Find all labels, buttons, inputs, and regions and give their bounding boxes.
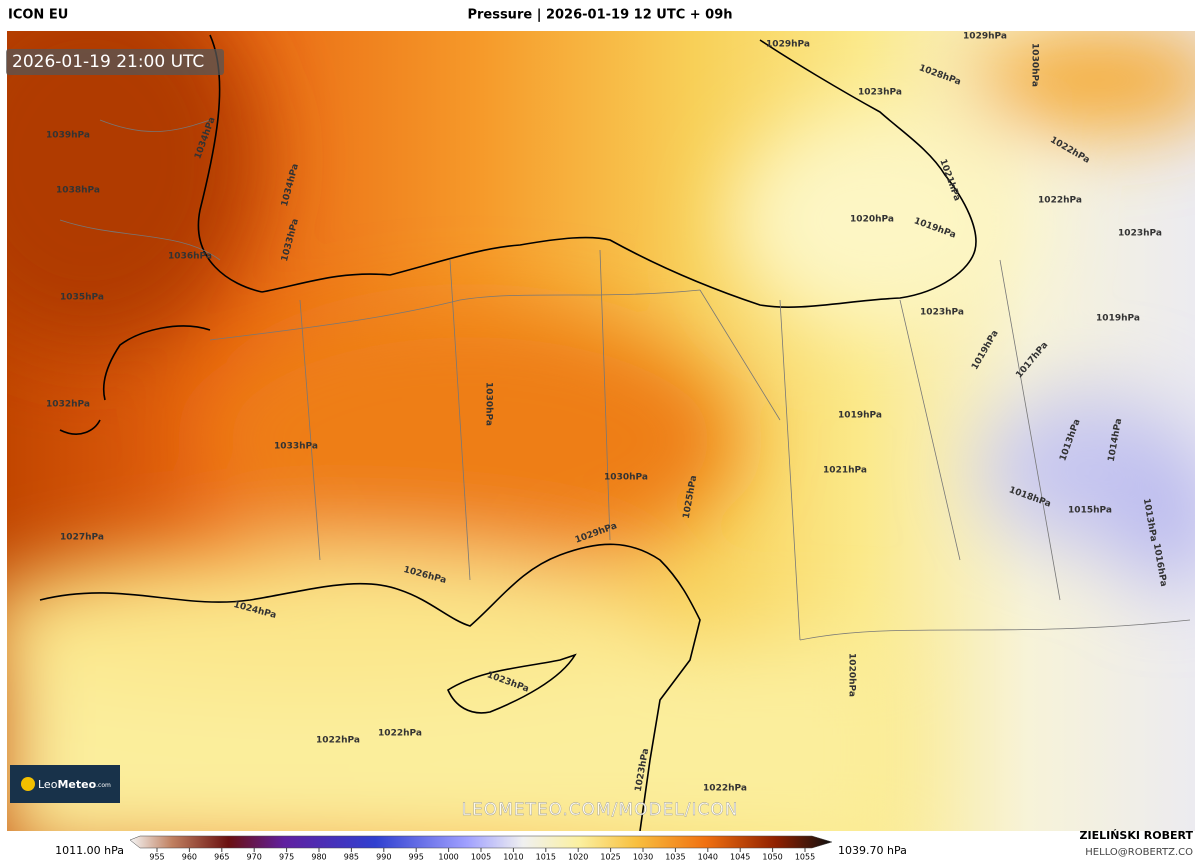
valid-time: 2026-01-19 21:00 UTC (12, 52, 204, 72)
isobar-label: 1029hPa (963, 32, 1007, 42)
isobar-label: 1022hPa (1038, 196, 1082, 206)
time-badge (6, 49, 224, 75)
author: ZIELIŃSKI ROBERT (1080, 829, 1194, 842)
colorbar-tick-label: 955 (149, 853, 164, 862)
colorbar-tick-label: 985 (344, 853, 359, 862)
colorbar-tick-label: 990 (376, 853, 391, 862)
colorbar-tick-label: 1005 (471, 853, 491, 862)
isobar-label: 1036hPa (168, 252, 212, 262)
colorbar-tick-label: 1030 (633, 853, 653, 862)
colorbar-tick-label: 1050 (762, 853, 782, 862)
watermark: LEOMETEO.COM/MODEL/ICON (462, 800, 739, 820)
logo-sun (21, 777, 35, 791)
logo-bold: Meteo (57, 778, 96, 791)
legend-max: 1039.70 hPa (838, 844, 907, 857)
colorbar-tick-label: 1025 (600, 853, 620, 862)
isobar-label: 1027hPa (60, 533, 104, 543)
isobar-label: 1015hPa (1068, 506, 1112, 516)
isobar-label: 1029hPa (766, 40, 810, 50)
colorbar-tick-label: 995 (409, 853, 424, 862)
colorbar-tick-label: 965 (214, 853, 229, 862)
colorbar-tick-label: 980 (311, 853, 326, 862)
isobar-label: 1032hPa (46, 400, 90, 410)
isobar-label: 1023hPa (920, 308, 964, 318)
colorbar-tick-label: 975 (279, 853, 294, 862)
isobar-label: 1033hPa (274, 442, 318, 452)
logo-light: Leo (38, 778, 58, 791)
isobar-label: 1030hPa (604, 473, 648, 483)
isobar-label: 1035hPa (60, 293, 104, 303)
colorbar-tick-label: 970 (247, 853, 262, 862)
colorbar-tick-label: 960 (182, 853, 197, 862)
isobar-label: 1022hPa (378, 729, 422, 739)
colorbar-tick-label: 1040 (698, 853, 718, 862)
logo-text: LeoMeteo.com (38, 778, 111, 791)
isobar-label: 1023hPa (1118, 229, 1162, 239)
colorbar (129, 835, 833, 849)
isobar-label: 1030hPa (1030, 43, 1040, 87)
colorbar-tick-label: 1020 (568, 853, 588, 862)
isobar-label: 1022hPa (316, 736, 360, 746)
colorbar-tick-label: 1010 (503, 853, 523, 862)
borders (59, 119, 1191, 641)
colorbar-tick-label: 1000 (438, 853, 458, 862)
isobar-label: 1039hPa (46, 131, 90, 141)
logo-domain: .com (96, 782, 111, 789)
isobar-label: 1020hPa (847, 653, 857, 697)
isobar-label: 1020hPa (850, 215, 894, 225)
coastlines (39, 34, 977, 831)
isobar-label: 1023hPa (858, 88, 902, 98)
colorbar-tick-label: 1015 (536, 853, 556, 862)
isobar-label: 1019hPa (838, 411, 882, 421)
isobar-label: 1019hPa (1096, 314, 1140, 324)
isobar-label: 1038hPa (56, 186, 100, 196)
isobar-label: 1030hPa (484, 382, 494, 426)
colorbar-tick-label: 1045 (730, 853, 750, 862)
model-name: ICON EU (8, 8, 68, 23)
email: HELLO@ROBERTZ.CO (1085, 847, 1193, 858)
isobar-label: 1022hPa (703, 784, 747, 794)
colorbar-tick-label: 1055 (795, 853, 815, 862)
title: Pressure | 2026-01-19 12 UTC + 09h (467, 8, 732, 23)
isobar-label: 1021hPa (823, 466, 867, 476)
colorbar-tick-label: 1035 (665, 853, 685, 862)
legend-min: 1011.00 hPa (55, 844, 124, 857)
